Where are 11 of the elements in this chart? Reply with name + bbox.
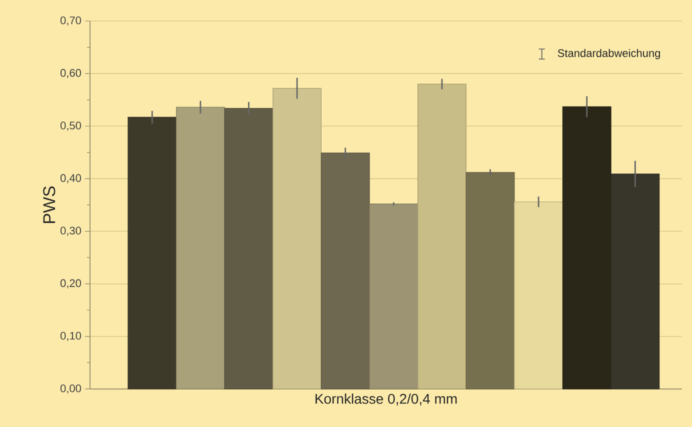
y-tick-label: 0,00: [60, 384, 82, 394]
y-tick-label: 0,50: [60, 122, 82, 131]
y-tick-label: 0,60: [60, 69, 82, 78]
y-tick-label: 0,30: [60, 226, 82, 236]
annotation: Standardabweichung: [558, 48, 660, 60]
y-tick-label: 0,20: [60, 279, 82, 288]
y-axis-title: PWS: [43, 186, 56, 223]
y-tick-label: 0,10: [60, 332, 82, 341]
y-tick-label: 0,70: [60, 16, 82, 26]
x-axis-title: Kornklasse 0,2/0,4 mm: [316, 394, 457, 406]
y-tick-label: 0,40: [60, 174, 82, 184]
